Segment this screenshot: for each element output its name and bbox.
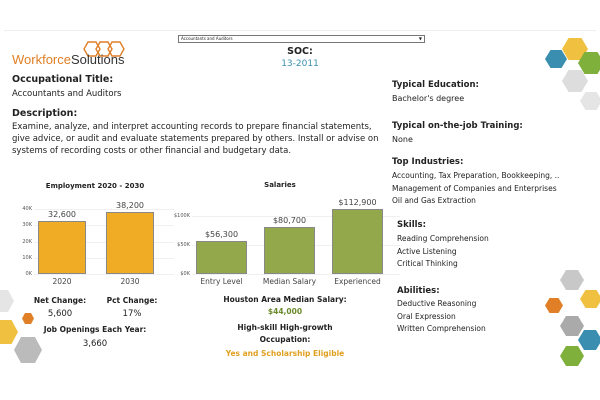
y-tick-label: $100K	[173, 213, 190, 219]
logo: WorkforceSolutions	[12, 40, 125, 68]
soc-label: SOC:	[287, 46, 313, 57]
y-tick-label: 10K	[22, 254, 32, 261]
bar	[106, 211, 154, 274]
net-change-value: 5,600	[47, 309, 73, 319]
y-tick-label: 30K	[22, 222, 32, 229]
gridline	[34, 274, 174, 275]
net-change-label: Net Change:	[33, 296, 87, 305]
occupational-title-label: Occupational Title:	[12, 74, 114, 85]
education-value: Bachelor's degree	[392, 94, 465, 103]
industry-item: Oil and Gas Extraction	[392, 196, 476, 205]
industry-item: Accounting, Tax Preparation, Bookkeeping…	[392, 171, 560, 180]
hexagon-decoration	[0, 320, 18, 344]
hexagon-decoration	[580, 92, 600, 110]
description-value: Examine, analyze, and interpret accounti…	[12, 122, 379, 156]
data-label: $80,700	[272, 216, 307, 226]
abilities-label: Abilities:	[397, 286, 440, 296]
training-value: None	[392, 135, 413, 144]
logo-hexagons-icon	[83, 41, 125, 57]
data-label: 32,600	[48, 210, 76, 220]
ability-item: Oral Expression	[397, 311, 456, 321]
education-label: Typical Education:	[392, 80, 479, 90]
hexagon-decoration	[545, 50, 567, 68]
bar	[196, 241, 247, 274]
hshg-label-line2: Occupation:	[259, 335, 311, 344]
category-label: Experienced	[334, 277, 381, 286]
data-label: $56,300	[204, 230, 239, 240]
logo-text-solutions: Solutions	[71, 52, 125, 67]
skills-label: Skills:	[397, 220, 426, 230]
skill-item: Reading Comprehension	[397, 234, 489, 243]
industry-item: Management of Companies and Enterprises	[392, 183, 557, 193]
ability-item: Deductive Reasoning	[397, 299, 477, 308]
training-label: Typical on-the-job Training:	[392, 121, 523, 131]
bar	[332, 208, 383, 274]
ability-item: Written Comprehension	[397, 324, 486, 333]
y-tick-label: $0K	[180, 271, 190, 277]
salaries-chart-title: Salaries	[264, 181, 296, 189]
occupational-title-value: Accountants and Auditors	[12, 89, 122, 99]
logo-text-workforce: Workforce	[12, 52, 71, 67]
hexagon-decoration	[22, 313, 34, 324]
dashboard-panel	[4, 30, 596, 366]
industries-label: Top Industries:	[392, 157, 464, 167]
hexagon-decoration	[578, 330, 600, 350]
job-openings-label: Job Openings Each Year:	[43, 325, 147, 334]
hexagon-decoration	[562, 38, 588, 60]
soc-value: 13-2011	[281, 59, 319, 69]
category-label: Median Salary	[262, 277, 317, 286]
pct-change-label: Pct Change:	[106, 296, 158, 305]
hexagon-decoration	[560, 346, 584, 366]
hexagon-decoration	[578, 52, 600, 74]
dropdown-selected-value: Accountants and Auditors	[181, 36, 233, 41]
data-label: 38,200	[116, 200, 144, 210]
gridline	[192, 216, 400, 217]
data-label: $112,900	[338, 197, 377, 207]
bar	[38, 221, 86, 274]
y-tick-label: $50K	[177, 242, 190, 248]
gridline	[34, 209, 174, 210]
pct-change-value: 17%	[122, 309, 142, 319]
category-label: 2030	[120, 277, 140, 286]
employment-chart: 0K 10K 20K 30K 40K 32,600 2020 38,200 2030	[10, 195, 175, 290]
gridline	[34, 241, 174, 243]
hexagon-decoration	[560, 270, 584, 290]
hexagon-decoration	[580, 290, 600, 308]
houston-median-value: $44,000	[267, 307, 303, 316]
hexagon-decoration	[562, 70, 588, 92]
bar	[264, 227, 315, 274]
y-tick-label: 0K	[25, 271, 32, 277]
category-label: Entry Level	[200, 277, 243, 286]
hshg-label-line1: High-skill High-growth	[237, 323, 333, 332]
job-openings-value: 3,660	[82, 339, 108, 349]
gridline	[192, 274, 400, 275]
abilities-list: Deductive Reasoning Oral Expression Writ…	[397, 298, 486, 336]
gridline	[34, 225, 174, 227]
chevron-down-icon: ▼	[418, 36, 422, 41]
description-label: Description:	[12, 108, 78, 119]
houston-median-label: Houston Area Median Salary:	[223, 295, 347, 304]
y-tick-label: 40K	[22, 206, 32, 212]
employment-chart-title: Employment 2020 - 2030	[45, 182, 145, 190]
hexagon-decoration	[545, 298, 563, 313]
salaries-chart: $0K $50K $100K $56,300 Entry Level $80,700 Med…	[170, 195, 400, 290]
skill-item: Active Listening	[397, 246, 457, 256]
skills-list: Reading Comprehension Active Listening C…	[397, 233, 489, 271]
hexagon-decoration	[560, 316, 584, 336]
hexagon-decoration	[0, 290, 14, 312]
hexagon-decoration	[14, 337, 42, 363]
y-tick-label: 20K	[22, 238, 32, 245]
hshg-value: Yes and Scholarship Eligible	[225, 349, 345, 358]
skill-item: Critical Thinking	[397, 259, 458, 268]
gridline	[34, 257, 174, 259]
occupation-dropdown[interactable]: Accountants and Auditors ▼	[178, 35, 425, 43]
category-label: 2020	[52, 277, 72, 286]
industries-list: Accounting, Tax Preparation, Bookkeeping…	[392, 170, 559, 208]
